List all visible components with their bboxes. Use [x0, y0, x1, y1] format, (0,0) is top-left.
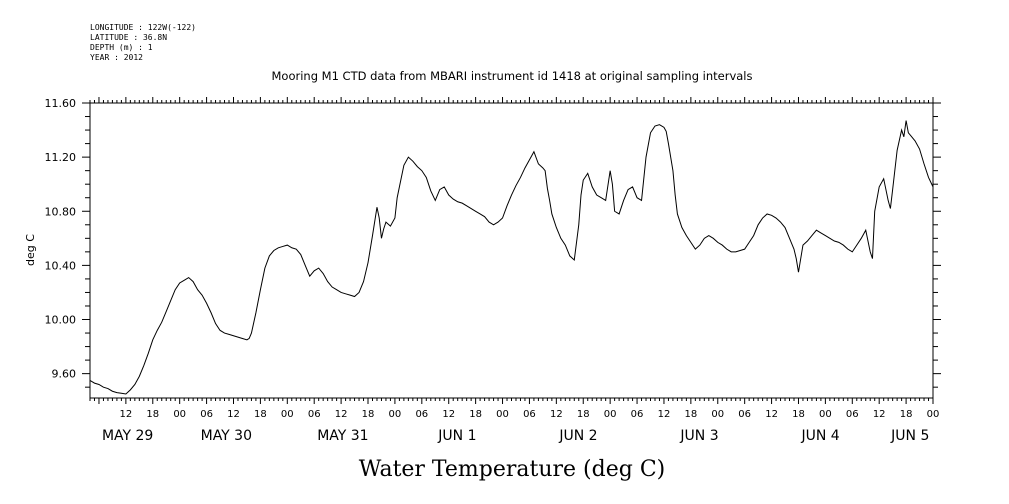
- year-label: YEAR : 2012: [90, 53, 143, 62]
- plot-frame: [89, 102, 934, 399]
- x-hour-tick-label: 00: [819, 409, 832, 420]
- x-hour-tick-label: 12: [658, 409, 671, 420]
- x-hour-tick-label: 18: [254, 409, 267, 420]
- y-tick-label: 9.60: [52, 368, 77, 381]
- x-hour-tick-label: 00: [604, 409, 617, 420]
- x-hour-tick-label: 12: [227, 409, 240, 420]
- x-hour-tick-label: 12: [335, 409, 348, 420]
- chart-title: Mooring M1 CTD data from MBARI instrumen…: [272, 69, 753, 83]
- x-day-label: MAY 29: [102, 428, 153, 444]
- latitude-label: LATITUDE : 36.8N: [90, 33, 167, 42]
- x-hour-tick-label: 18: [362, 409, 375, 420]
- series-line: [89, 120, 934, 395]
- longitude-label: LONGITUDE : 122W(-122): [90, 23, 196, 32]
- x-day-label: JUN 2: [558, 428, 597, 444]
- x-hour-tick-label: 06: [308, 409, 321, 420]
- x-day-label: MAY 30: [201, 428, 252, 444]
- x-hour-tick-label: 06: [846, 409, 859, 420]
- y-tick-label: 11.60: [45, 97, 77, 110]
- x-hour-tick-label: 18: [792, 409, 805, 420]
- x-day-label: JUN 1: [437, 428, 476, 444]
- x-hour-tick-label: 06: [523, 409, 536, 420]
- axis-ticks: [82, 97, 941, 404]
- x-hour-tick-label: 06: [415, 409, 428, 420]
- axis-labels: 9.60 10.00 10.40 10.80 11.20 11.60 12 18 00 06 12 1…: [45, 97, 940, 444]
- x-day-label: JUN 3: [679, 428, 718, 444]
- x-hour-tick-label: 00: [927, 409, 940, 420]
- x-hour-tick-label: 00: [173, 409, 186, 420]
- depth-label: DEPTH (m) : 1: [90, 43, 153, 52]
- series-group: [89, 120, 934, 395]
- x-hour-tick-label: 18: [684, 409, 697, 420]
- x-hour-tick-label: 18: [577, 409, 590, 420]
- x-hour-tick-label: 00: [496, 409, 509, 420]
- y-tick-label: 10.80: [45, 205, 77, 218]
- metadata-block: LONGITUDE : 122W(-122) LATITUDE : 36.8N …: [90, 23, 196, 62]
- y-tick-label: 10.00: [45, 314, 77, 327]
- x-hour-tick-label: 12: [442, 409, 455, 420]
- x-hour-tick-label: 12: [120, 409, 133, 420]
- x-hour-tick-label: 12: [550, 409, 563, 420]
- x-hour-tick-label: 06: [738, 409, 751, 420]
- x-axis-label: Water Temperature (deg C): [359, 457, 666, 482]
- y-axis-label: deg C: [24, 234, 37, 266]
- x-hour-tick-label: 06: [631, 409, 644, 420]
- x-hour-tick-label: 18: [469, 409, 482, 420]
- x-day-label: JUN 5: [890, 428, 929, 444]
- x-hour-tick-label: 18: [900, 409, 913, 420]
- x-hour-tick-label: 12: [765, 409, 778, 420]
- x-hour-tick-label: 00: [711, 409, 724, 420]
- y-tick-label: 11.20: [45, 151, 77, 164]
- x-hour-tick-label: 06: [200, 409, 213, 420]
- y-tick-label: 10.40: [45, 259, 77, 272]
- x-hour-tick-label: 12: [873, 409, 886, 420]
- x-day-label: JUN 4: [800, 428, 839, 444]
- x-hour-tick-label: 00: [389, 409, 402, 420]
- x-hour-tick-label: 00: [281, 409, 294, 420]
- x-day-label: MAY 31: [317, 428, 368, 444]
- x-hour-tick-label: 18: [146, 409, 159, 420]
